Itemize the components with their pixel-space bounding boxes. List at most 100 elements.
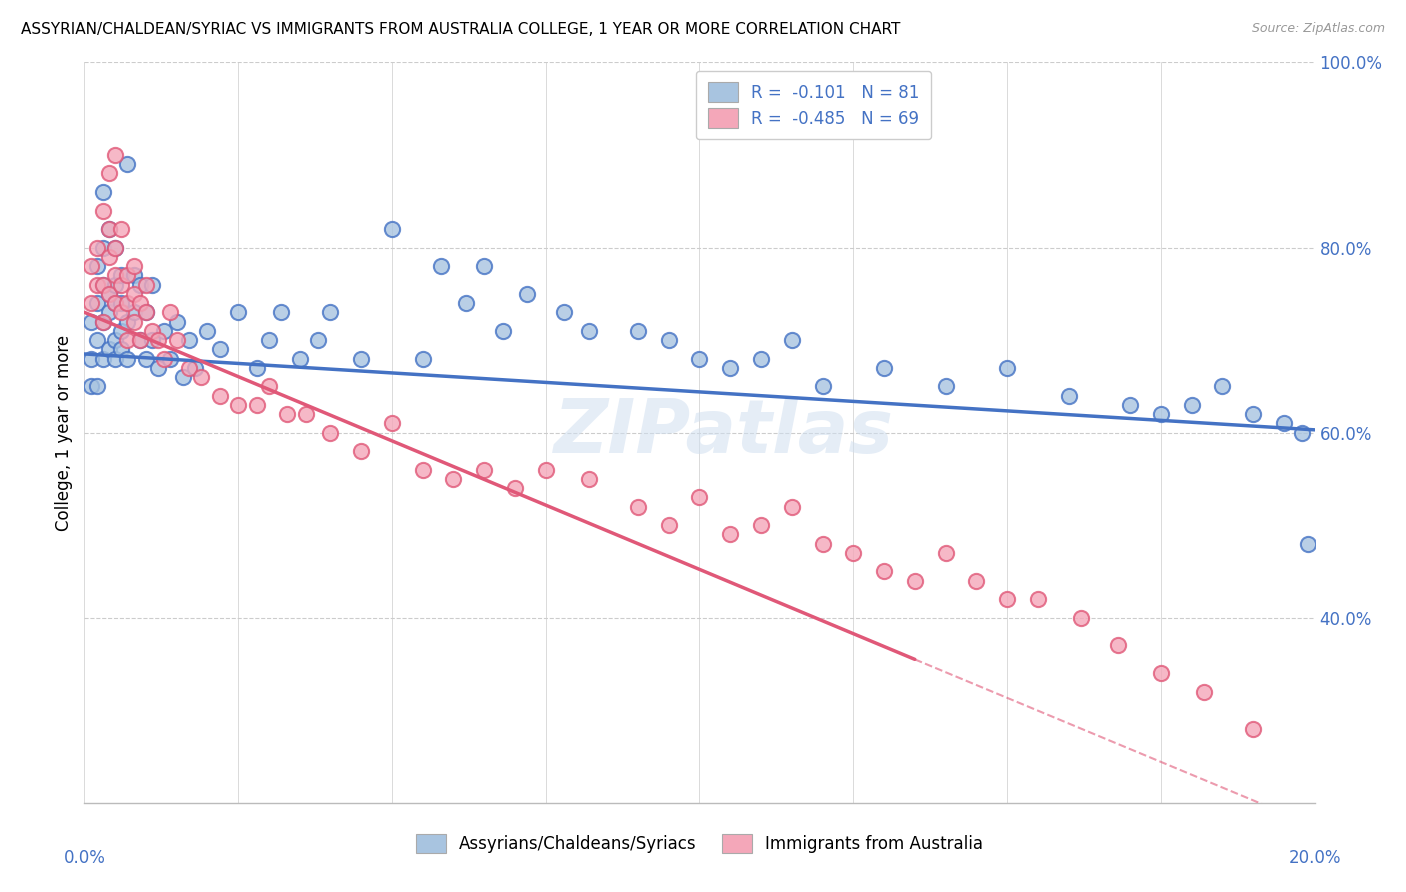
- Point: [79, 315, 101, 329]
- Point: [166, 315, 188, 329]
- Text: 20.0%: 20.0%: [1288, 849, 1341, 867]
- Point: [190, 370, 212, 384]
- Point: [110, 222, 132, 236]
- Point: [430, 259, 453, 273]
- Point: [104, 296, 127, 310]
- Point: [534, 462, 557, 476]
- Point: [98, 305, 120, 319]
- Text: Source: ZipAtlas.com: Source: ZipAtlas.com: [1251, 22, 1385, 36]
- Point: [110, 324, 132, 338]
- Point: [270, 305, 292, 319]
- Point: [117, 268, 139, 283]
- Point: [135, 277, 157, 292]
- Point: [86, 277, 108, 292]
- Point: [1150, 407, 1173, 421]
- Point: [98, 286, 120, 301]
- Point: [141, 333, 163, 347]
- Point: [749, 351, 772, 366]
- Point: [503, 481, 526, 495]
- Point: [873, 360, 896, 375]
- Point: [1119, 398, 1142, 412]
- Point: [627, 324, 650, 338]
- Point: [110, 268, 132, 283]
- Point: [1026, 592, 1049, 607]
- Point: [110, 277, 132, 292]
- Point: [122, 305, 145, 319]
- Text: ASSYRIAN/CHALDEAN/SYRIAC VS IMMIGRANTS FROM AUSTRALIA COLLEGE, 1 YEAR OR MORE CO: ASSYRIAN/CHALDEAN/SYRIAC VS IMMIGRANTS F…: [21, 22, 900, 37]
- Point: [319, 425, 342, 440]
- Point: [91, 277, 114, 292]
- Point: [128, 333, 150, 347]
- Point: [86, 379, 108, 393]
- Point: [104, 268, 127, 283]
- Point: [91, 203, 114, 218]
- Point: [995, 360, 1018, 375]
- Point: [159, 305, 181, 319]
- Point: [122, 268, 145, 283]
- Point: [104, 240, 127, 255]
- Point: [454, 296, 477, 310]
- Point: [780, 333, 803, 347]
- Point: [117, 315, 139, 329]
- Point: [658, 333, 681, 347]
- Point: [811, 536, 834, 550]
- Point: [104, 333, 127, 347]
- Point: [104, 148, 127, 162]
- Y-axis label: College, 1 year or more: College, 1 year or more: [55, 334, 73, 531]
- Point: [1291, 425, 1313, 440]
- Point: [153, 351, 176, 366]
- Point: [91, 351, 114, 366]
- Point: [148, 360, 170, 375]
- Point: [935, 379, 957, 393]
- Point: [995, 592, 1018, 607]
- Point: [166, 333, 188, 347]
- Point: [246, 398, 269, 412]
- Point: [226, 305, 249, 319]
- Point: [689, 491, 711, 505]
- Point: [307, 333, 329, 347]
- Point: [91, 277, 114, 292]
- Point: [197, 324, 219, 338]
- Point: [472, 462, 495, 476]
- Point: [141, 277, 163, 292]
- Point: [578, 324, 600, 338]
- Point: [153, 324, 176, 338]
- Point: [718, 527, 741, 541]
- Point: [381, 417, 404, 431]
- Point: [412, 462, 434, 476]
- Point: [257, 333, 280, 347]
- Point: [135, 351, 157, 366]
- Point: [295, 407, 318, 421]
- Point: [79, 351, 101, 366]
- Point: [117, 333, 139, 347]
- Point: [86, 240, 108, 255]
- Point: [177, 360, 200, 375]
- Point: [412, 351, 434, 366]
- Point: [1241, 407, 1264, 421]
- Point: [91, 240, 114, 255]
- Text: ZIPatlas: ZIPatlas: [554, 396, 894, 469]
- Text: 0.0%: 0.0%: [63, 849, 105, 867]
- Point: [79, 259, 101, 273]
- Point: [1211, 379, 1233, 393]
- Point: [141, 324, 163, 338]
- Point: [1181, 398, 1204, 412]
- Point: [122, 315, 145, 329]
- Point: [578, 472, 600, 486]
- Point: [350, 351, 373, 366]
- Point: [516, 286, 538, 301]
- Point: [104, 351, 127, 366]
- Point: [718, 360, 741, 375]
- Point: [443, 472, 465, 486]
- Point: [208, 388, 231, 402]
- Point: [492, 324, 515, 338]
- Point: [110, 296, 132, 310]
- Point: [128, 277, 150, 292]
- Point: [104, 277, 127, 292]
- Point: [148, 333, 170, 347]
- Point: [1150, 666, 1173, 681]
- Point: [98, 222, 120, 236]
- Point: [79, 379, 101, 393]
- Point: [780, 500, 803, 514]
- Point: [117, 157, 139, 171]
